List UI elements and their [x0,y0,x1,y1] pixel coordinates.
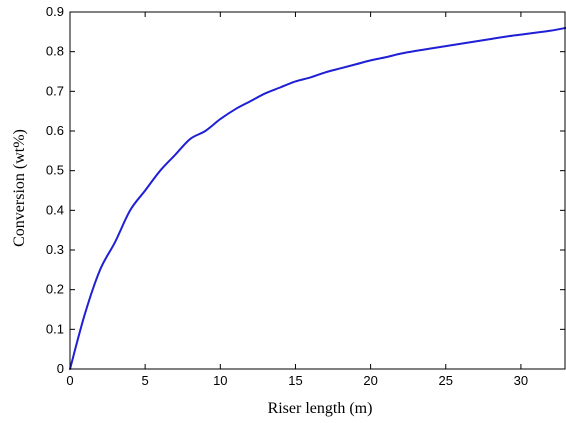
y-tick-label: 0.9 [46,4,64,19]
data-point [385,56,387,58]
axes: 0 5 10 15 20 25 30 0 0.1 0.2 0.3 0.4 0.5 0.6 0.7 0.8 0.9 [46,4,566,388]
data-point [445,45,447,47]
data-point [219,118,221,120]
data-point [535,32,537,34]
data-point [340,67,342,69]
data-point [144,190,146,192]
data-point [430,47,432,49]
data-point [189,138,191,140]
plot-area [69,26,566,370]
y-tick-label: 0.6 [46,123,64,138]
data-point [355,63,357,65]
data-point [99,269,101,271]
data-point [264,92,266,94]
data-point [234,108,236,110]
x-tick-label: 0 [66,373,73,388]
y-tick-label: 0.4 [46,202,64,217]
data-point [475,40,477,42]
data-point [84,312,86,314]
data-point [550,30,552,32]
data-point [490,38,492,40]
data-point [370,59,372,61]
x-tick-label: 30 [514,373,528,388]
data-point [520,34,522,36]
x-tick-label: 5 [142,373,149,388]
x-tick-label: 25 [439,373,453,388]
data-point [129,209,131,211]
y-tick-label: 0.1 [46,321,64,336]
data-point [204,130,206,132]
data-point [325,71,327,73]
data-point [400,53,402,55]
y-tick-label: 0.2 [46,282,64,297]
y-tick-label: 0.3 [46,242,64,257]
data-point [505,36,507,38]
data-point [249,100,251,102]
x-tick-label: 15 [288,373,302,388]
plot-frame [69,11,566,370]
y-axis-label: Conversion (wt%) [11,129,28,247]
y-tick-label: 0.8 [46,44,64,59]
x-tick-label: 20 [363,373,377,388]
data-point [114,241,116,243]
data-point [279,86,281,88]
y-tick-label: 0.7 [46,83,64,98]
series-line-0 [69,26,566,370]
data-point [415,50,417,52]
x-tick-label: 10 [213,373,227,388]
data-point [309,76,311,78]
x-axis-label: Riser length (m) [268,400,373,417]
data-point [460,43,462,45]
y-tick-label: 0 [57,361,64,376]
y-tick-label: 0.5 [46,163,64,178]
data-point [174,154,176,156]
data-point [159,170,161,172]
data-point [294,80,296,82]
